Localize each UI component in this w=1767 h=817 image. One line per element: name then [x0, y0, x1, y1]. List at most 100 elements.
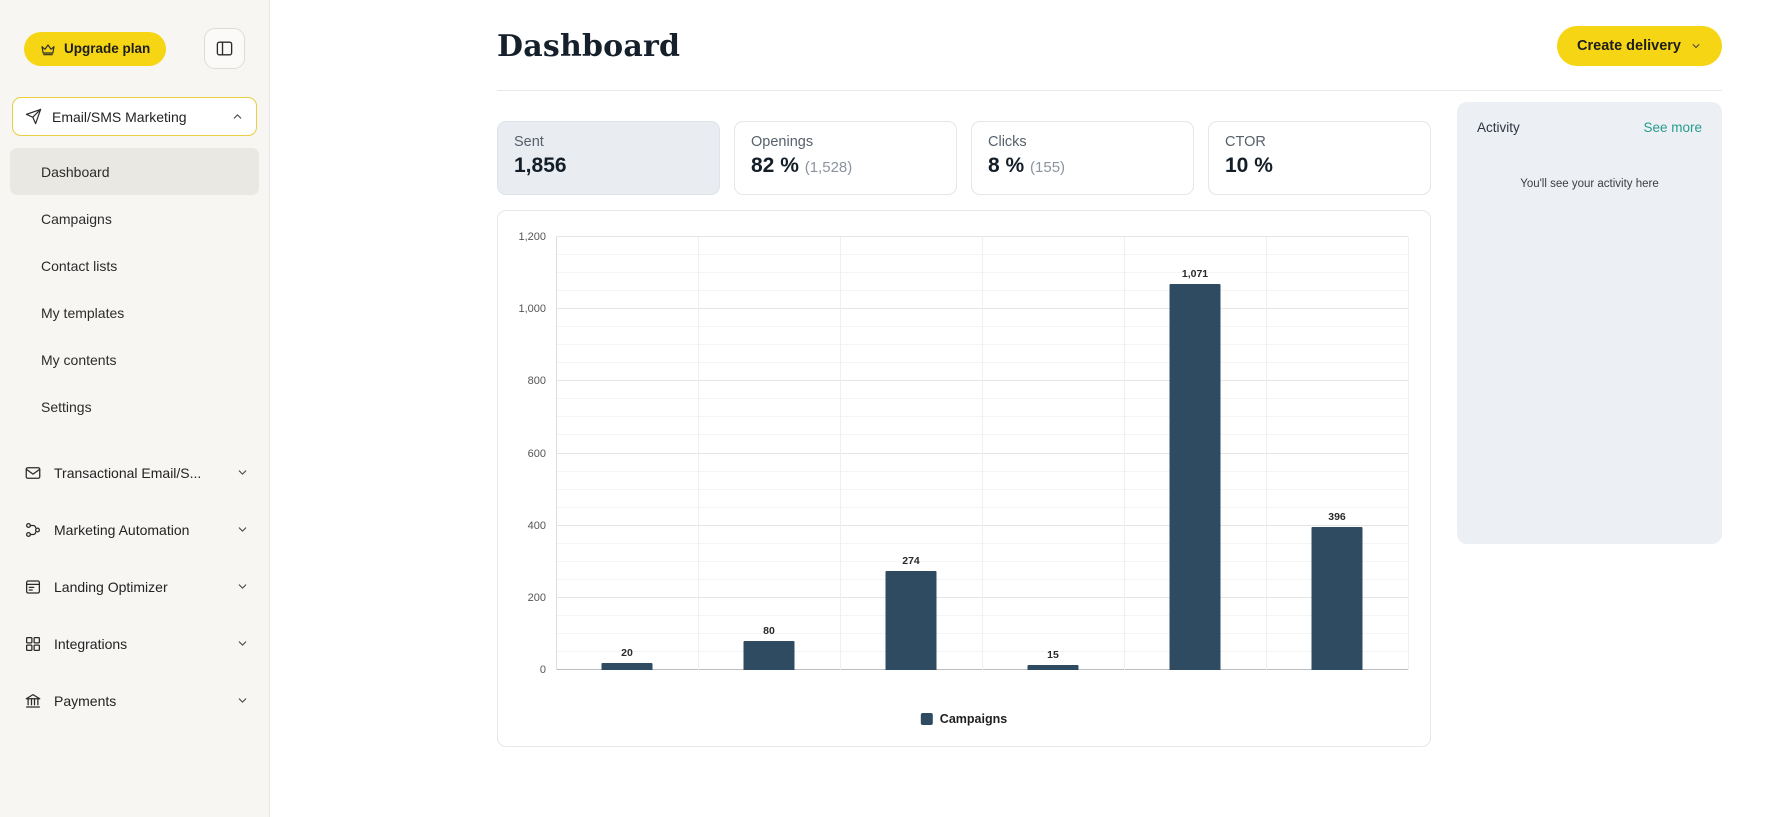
chart-legend: Campaigns: [920, 712, 1008, 726]
stats-row: Sent 1,856 Openings 82 % (1,528) Clicks …: [497, 121, 1431, 195]
sidebar: Upgrade plan Email/SMS Marketing Dashboa…: [0, 0, 270, 817]
y-axis-tick-label: 200: [527, 591, 546, 604]
envelope-icon: [24, 464, 42, 482]
stat-value: 1,856: [514, 154, 567, 177]
chart-bar-5[interactable]: 1,071: [1169, 268, 1221, 670]
sidebar-section-label: Integrations: [54, 635, 128, 652]
vertical-gridline: [1408, 237, 1409, 670]
chevron-down-icon: [236, 523, 249, 536]
chart-bar-4[interactable]: 15: [1027, 649, 1079, 670]
crown-icon: [40, 41, 56, 57]
page-title: Dashboard: [497, 28, 681, 64]
activity-empty-text: You'll see your activity here: [1520, 178, 1659, 190]
grid-icon: [24, 635, 42, 653]
sidebar-item-my-contents[interactable]: My contents: [10, 336, 259, 383]
sidebar-item-payments[interactable]: Payments: [14, 672, 255, 729]
sidebar-top: Upgrade plan: [0, 0, 269, 93]
sidebar-subitem-label: Contact lists: [41, 257, 118, 274]
upgrade-plan-label: Upgrade plan: [64, 41, 151, 56]
y-axis-tick-label: 600: [527, 447, 546, 460]
activity-header: Activity See more: [1477, 120, 1702, 135]
sidebar-subitem-label: Dashboard: [41, 163, 110, 180]
sidebar-section-label: Transactional Email/S...: [54, 464, 202, 481]
main-content: Dashboard Create delivery Sent 1,856 Ope…: [270, 0, 1767, 817]
bar-value-label: 396: [1328, 511, 1346, 524]
create-delivery-button[interactable]: Create delivery: [1557, 26, 1722, 66]
sidebar-item-marketing-automation[interactable]: Marketing Automation: [14, 501, 255, 558]
stat-card-sent[interactable]: Sent 1,856: [497, 121, 720, 195]
stat-value: 10 %: [1225, 154, 1273, 177]
sidebar-section-label: Marketing Automation: [54, 521, 190, 538]
bank-icon: [24, 692, 42, 710]
sidebar-section-label: Email/SMS Marketing: [52, 108, 187, 125]
chevron-up-icon: [231, 110, 244, 123]
gridline: [556, 236, 1408, 237]
chart-bar-2[interactable]: 80: [743, 625, 795, 670]
sidebar-item-my-templates[interactable]: My templates: [10, 289, 259, 336]
y-axis-tick-label: 1,200: [518, 231, 546, 243]
chart-plot: 0 200 400 600 800 1,000 1,200 20 80 274 15 1,071 396: [518, 231, 1409, 676]
automation-icon: [24, 521, 42, 539]
sidebar-subitem-label: Campaigns: [41, 210, 112, 227]
stat-label: Sent: [514, 134, 544, 150]
vertical-gridline: [839, 237, 841, 670]
sidebar-sections: Transactional Email/S... Marketing Autom…: [0, 436, 269, 729]
sidebar-section-label: Payments: [54, 692, 117, 709]
chevron-down-icon: [236, 580, 249, 593]
chevron-down-icon: [236, 637, 249, 650]
sidebar-item-contact-lists[interactable]: Contact lists: [10, 242, 259, 289]
chart-bar-3[interactable]: 274: [885, 555, 937, 670]
bar-value-label: 1,071: [1181, 267, 1209, 280]
stat-value: 8 % (155): [988, 154, 1066, 177]
stat-card-openings[interactable]: Openings 82 % (1,528): [734, 121, 957, 195]
sidebar-item-campaigns[interactable]: Campaigns: [10, 195, 259, 242]
stat-label: CTOR: [1225, 134, 1266, 150]
chart-bar-1[interactable]: 20: [601, 647, 653, 670]
vertical-gridline: [697, 237, 699, 670]
sidebar-collapse-button[interactable]: [204, 28, 245, 69]
bar-value-label: 20: [621, 646, 633, 659]
sidebar-item-settings[interactable]: Settings: [10, 383, 259, 430]
sidebar-item-transactional-email-s[interactable]: Transactional Email/S...: [14, 444, 255, 501]
bar-value-label: 274: [902, 555, 920, 568]
upgrade-plan-button[interactable]: Upgrade plan: [24, 31, 167, 66]
main-header: Dashboard Create delivery: [497, 0, 1722, 91]
see-more-link[interactable]: See more: [1643, 120, 1702, 135]
chart-bar-6[interactable]: 396: [1311, 511, 1363, 670]
sidebar-subitems: Dashboard Campaigns Contact lists My tem…: [0, 140, 269, 436]
stat-card-clicks[interactable]: Clicks 8 % (155): [971, 121, 1194, 195]
sidebar-item-email-sms-marketing[interactable]: Email/SMS Marketing: [12, 97, 257, 136]
legend-swatch-campaigns: [920, 713, 933, 725]
sidebar-subitem-label: My contents: [41, 351, 117, 368]
create-delivery-label: Create delivery: [1577, 38, 1681, 54]
stat-label: Openings: [751, 134, 814, 150]
stat-value: 82 % (1,528): [751, 154, 853, 177]
sidebar-item-landing-optimizer[interactable]: Landing Optimizer: [14, 558, 255, 615]
chevron-down-icon: [1690, 40, 1702, 52]
y-axis-tick-label: 0: [539, 664, 546, 676]
sidebar-section-label: Landing Optimizer: [54, 578, 168, 595]
activity-panel: Activity See more You'll see your activi…: [1457, 102, 1722, 544]
vertical-gridline: [1123, 237, 1125, 670]
vertical-gridline: [1266, 237, 1267, 670]
bar-value-label: 15: [1047, 648, 1059, 661]
y-axis-line: [556, 237, 557, 670]
content-row: Sent 1,856 Openings 82 % (1,528) Clicks …: [497, 102, 1722, 747]
dashboard-column: Sent 1,856 Openings 82 % (1,528) Clicks …: [497, 102, 1431, 747]
sidebar-item-integrations[interactable]: Integrations: [14, 615, 255, 672]
y-axis-tick-label: 400: [527, 519, 546, 532]
sidebar-toggle-icon: [215, 39, 234, 58]
paper-plane-icon: [25, 108, 42, 125]
vertical-gridline: [982, 237, 983, 670]
sidebar-item-dashboard[interactable]: Dashboard: [10, 148, 259, 195]
stat-card-ctor[interactable]: CTOR 10 %: [1208, 121, 1431, 195]
sidebar-subitem-label: My templates: [41, 304, 125, 321]
campaigns-chart-card: 0 200 400 600 800 1,000 1,200 20 80 274 15 1,071 396…: [497, 210, 1431, 747]
y-axis-tick-label: 1,000: [518, 303, 546, 316]
chevron-down-icon: [236, 694, 249, 707]
legend-label-campaigns: Campaigns: [939, 712, 1008, 726]
landing-page-icon: [24, 578, 42, 596]
chevron-down-icon: [236, 466, 249, 479]
y-axis-tick-label: 800: [527, 375, 546, 388]
activity-title: Activity: [1477, 120, 1520, 135]
